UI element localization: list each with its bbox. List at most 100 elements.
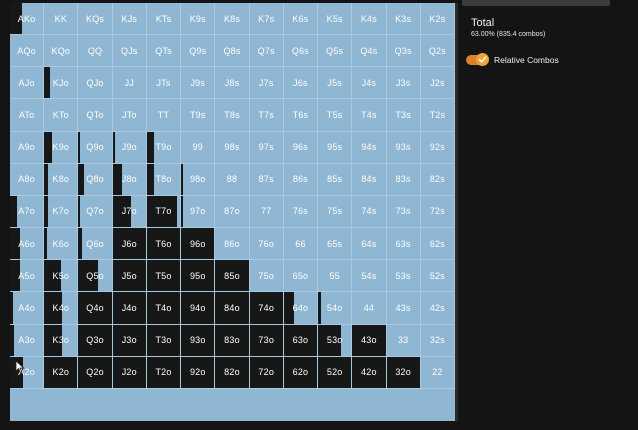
hand-cell[interactable]: A3o bbox=[10, 324, 45, 357]
hand-cell[interactable]: 93s bbox=[386, 131, 421, 164]
hand-cell[interactable]: KJo bbox=[44, 67, 79, 100]
hand-cell[interactable]: T7o bbox=[146, 195, 182, 229]
hand-cell[interactable]: K7s bbox=[249, 3, 284, 36]
hand-cell[interactable]: J6s bbox=[283, 67, 319, 100]
hand-cell[interactable]: T3o bbox=[146, 324, 182, 357]
hand-cell[interactable]: 72s bbox=[420, 195, 455, 229]
hand-cell[interactable]: T2s bbox=[420, 99, 455, 132]
hand-cell[interactable]: 95o bbox=[181, 260, 216, 293]
hand-cell[interactable]: Q6o bbox=[78, 228, 113, 261]
hand-cell[interactable]: KJs bbox=[112, 3, 147, 36]
hand-cell[interactable]: Q2s bbox=[420, 35, 455, 68]
hand-cell[interactable]: 44 bbox=[352, 292, 387, 325]
hand-cell[interactable]: 98o bbox=[181, 163, 216, 196]
hand-cell[interactable]: J7o bbox=[112, 195, 147, 229]
hand-cell[interactable]: A9o bbox=[10, 131, 45, 164]
hand-cell[interactable]: Q5s bbox=[318, 35, 353, 68]
hand-cell[interactable]: T6o bbox=[146, 228, 182, 261]
hand-cell[interactable]: 96o bbox=[181, 228, 216, 261]
hand-cell[interactable]: 75o bbox=[249, 260, 284, 293]
hand-cell[interactable]: 84s bbox=[352, 163, 387, 196]
hand-cell[interactable]: Q5o bbox=[78, 260, 113, 293]
hand-cell[interactable]: Q2o bbox=[78, 356, 113, 389]
hand-cell[interactable]: 53s bbox=[386, 260, 421, 293]
hand-cell[interactable]: T3s bbox=[386, 99, 421, 132]
hand-cell[interactable]: 74o bbox=[249, 292, 284, 325]
hand-cell[interactable]: J8o bbox=[112, 163, 147, 196]
hand-cell[interactable]: 88 bbox=[215, 163, 250, 196]
hand-cell[interactable]: Q8s bbox=[215, 35, 250, 68]
hand-cell[interactable]: 94s bbox=[352, 131, 387, 164]
hand-cell[interactable]: 83o bbox=[215, 324, 250, 357]
hand-cell[interactable]: T5o bbox=[146, 260, 182, 293]
hand-cell[interactable]: 92s bbox=[420, 131, 455, 164]
hand-cell[interactable]: JJ bbox=[112, 67, 147, 100]
hand-cell[interactable]: TT bbox=[146, 99, 182, 132]
hand-cell[interactable]: K6o bbox=[44, 228, 79, 261]
hand-cell[interactable]: T4s bbox=[352, 99, 387, 132]
hand-cell[interactable]: JTo bbox=[112, 99, 147, 132]
hand-cell[interactable]: ATo bbox=[10, 99, 45, 132]
hand-cell[interactable]: J6o bbox=[112, 228, 147, 261]
hand-cell[interactable]: 76o bbox=[249, 228, 284, 261]
hand-cell[interactable]: K7o bbox=[44, 195, 79, 229]
hand-cell[interactable]: 85o bbox=[215, 260, 250, 293]
hand-cell[interactable]: 73s bbox=[386, 195, 421, 229]
hand-cell[interactable]: K4o bbox=[44, 292, 79, 325]
hand-cell[interactable]: J3o bbox=[112, 324, 147, 357]
hand-cell[interactable]: 92o bbox=[181, 356, 216, 389]
hand-cell[interactable]: Q8o bbox=[78, 163, 113, 196]
hand-cell[interactable]: 77 bbox=[249, 195, 284, 229]
hand-cell[interactable]: J3s bbox=[386, 67, 421, 100]
hand-cell[interactable]: T8o bbox=[146, 163, 182, 196]
hand-cell[interactable]: 66 bbox=[283, 228, 319, 261]
hand-cell[interactable]: KTs bbox=[146, 3, 182, 36]
hand-cell[interactable]: J5s bbox=[318, 67, 353, 100]
hand-cell[interactable]: 82s bbox=[420, 163, 455, 196]
hand-cell[interactable]: K2s bbox=[420, 3, 455, 36]
hand-cell[interactable]: 93o bbox=[181, 324, 216, 357]
hand-cell[interactable]: K5o bbox=[44, 260, 79, 293]
hand-cell[interactable]: 63s bbox=[386, 228, 421, 261]
hand-cell[interactable]: Q9s bbox=[181, 35, 216, 68]
hand-cell[interactable]: 83s bbox=[386, 163, 421, 196]
hand-cell[interactable]: K6s bbox=[283, 3, 319, 36]
toggle-track[interactable] bbox=[466, 53, 489, 66]
hand-cell[interactable]: J4s bbox=[352, 67, 387, 100]
hand-cell[interactable]: QTo bbox=[78, 99, 113, 132]
hand-cell[interactable]: 64s bbox=[352, 228, 387, 261]
hand-cell[interactable]: 97o bbox=[181, 195, 216, 229]
hand-cell[interactable]: J7s bbox=[249, 67, 284, 100]
hand-cell[interactable]: 95s bbox=[318, 131, 353, 164]
hand-cell[interactable]: T4o bbox=[146, 292, 182, 325]
hand-cell[interactable]: 65s bbox=[318, 228, 353, 261]
hand-cell[interactable]: Q7o bbox=[78, 195, 113, 229]
hand-cell[interactable]: T9o bbox=[146, 131, 182, 164]
hand-cell[interactable]: 22 bbox=[420, 356, 455, 389]
hand-cell[interactable]: K3o bbox=[44, 324, 79, 357]
hand-cell[interactable]: K4s bbox=[352, 3, 387, 36]
hand-cell[interactable]: Q7s bbox=[249, 35, 284, 68]
hand-cell[interactable]: 32s bbox=[420, 324, 455, 357]
hand-cell[interactable]: 97s bbox=[249, 131, 284, 164]
hand-cell[interactable]: 96s bbox=[283, 131, 319, 164]
hand-cell[interactable]: KK bbox=[44, 3, 79, 36]
hand-cell[interactable]: JTs bbox=[146, 67, 182, 100]
hand-cell[interactable]: 86s bbox=[283, 163, 319, 196]
hand-cell[interactable]: K2o bbox=[44, 356, 79, 389]
hand-cell[interactable]: 64o bbox=[283, 292, 319, 325]
hand-cell[interactable]: K9o bbox=[44, 131, 79, 164]
hand-cell[interactable]: A7o bbox=[10, 195, 45, 229]
hand-cell[interactable]: 52o bbox=[318, 356, 353, 389]
hand-cell[interactable]: J9o bbox=[112, 131, 147, 164]
hand-cell[interactable]: 42o bbox=[352, 356, 387, 389]
hand-cell[interactable]: 72o bbox=[249, 356, 284, 389]
hand-cell[interactable]: K8s bbox=[215, 3, 250, 36]
toggle-knob[interactable] bbox=[476, 53, 489, 66]
hand-cell[interactable]: 55 bbox=[318, 260, 353, 293]
hand-cell[interactable]: Q4o bbox=[78, 292, 113, 325]
hand-cell[interactable]: 53o bbox=[318, 324, 353, 357]
hand-cell[interactable]: A5o bbox=[10, 260, 45, 293]
hand-cell[interactable]: 94o bbox=[181, 292, 216, 325]
hand-cell[interactable]: J2o bbox=[112, 356, 147, 389]
